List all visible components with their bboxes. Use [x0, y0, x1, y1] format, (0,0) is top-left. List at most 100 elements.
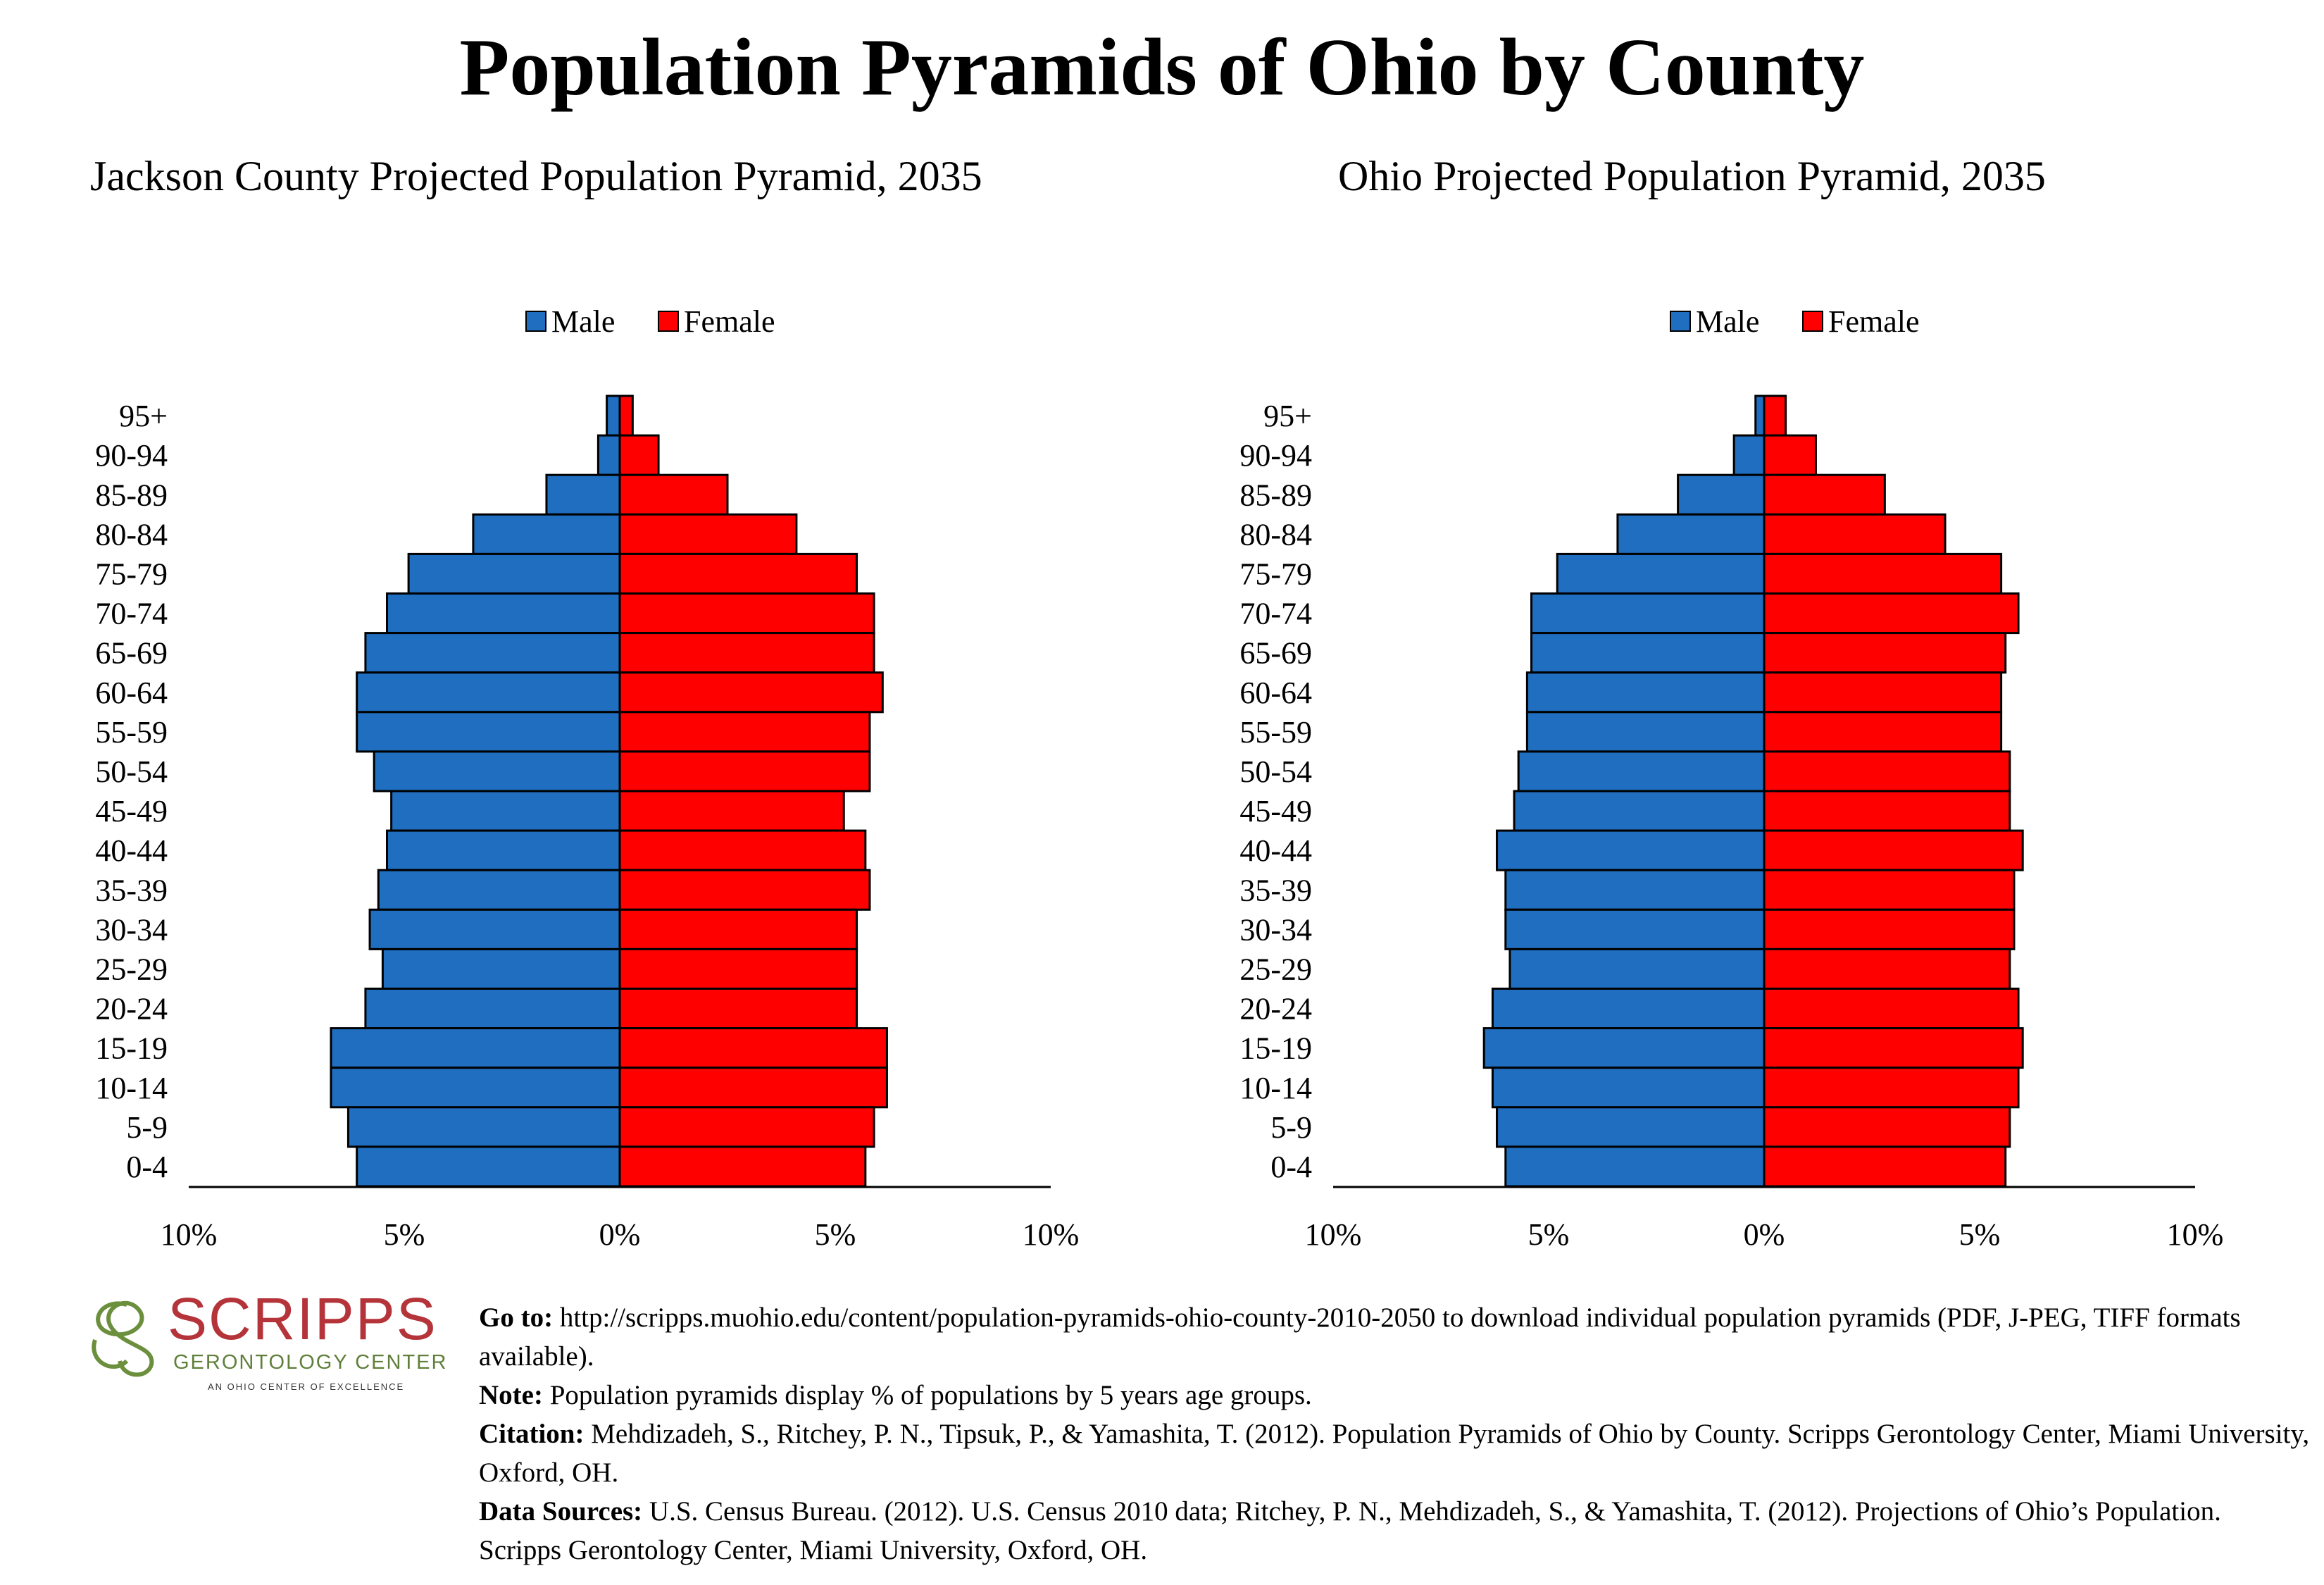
- ohio-bar-female-55-59: [1763, 711, 2003, 753]
- ohio-bar-male-75-79: [1556, 552, 1766, 595]
- ohio-age-label-25-29: 25-29: [1239, 952, 1312, 986]
- jackson-bar-male-30-34: [368, 908, 621, 950]
- citation-label: Citation:: [479, 1419, 585, 1449]
- ohio-bar-male-40-44: [1496, 829, 1766, 871]
- note-text: Population pyramids display % of populat…: [542, 1380, 1312, 1410]
- ohio-age-label-50-54: 50-54: [1239, 754, 1312, 789]
- jackson-bar-female-30-34: [618, 908, 858, 950]
- jackson-bar-male-0-4: [356, 1145, 621, 1188]
- ohio-bar-male-90-94: [1732, 434, 1766, 476]
- jackson-bar-male-80-84: [472, 513, 621, 555]
- jackson-age-label-15-19: 15-19: [95, 1031, 168, 1066]
- ohio-bar-female-5-9: [1763, 1106, 2011, 1148]
- jackson-bar-female-40-44: [618, 829, 867, 871]
- ohio-bar-female-95+: [1763, 394, 1787, 437]
- jackson-legend-female-label: Female: [684, 304, 775, 339]
- ohio-bar-female-80-84: [1763, 513, 1947, 555]
- jackson-bar-male-5-9: [346, 1106, 621, 1148]
- footer-note: Note: Population pyramids display % of p…: [479, 1376, 2310, 1415]
- jackson-age-label-20-24: 20-24: [95, 992, 168, 1026]
- jackson-bar-female-45-49: [618, 790, 845, 832]
- jackson-age-label-35-39: 35-39: [95, 873, 168, 907]
- ohio-legend-female-label: Female: [1828, 304, 1920, 339]
- jackson-x-tick-label-3: 5%: [815, 1217, 856, 1252]
- ohio-age-label-60-64: 60-64: [1239, 676, 1312, 710]
- ohio-bar-male-5-9: [1496, 1106, 1766, 1148]
- footer-sources: Data Sources: U.S. Census Bureau. (2012)…: [479, 1492, 2310, 1570]
- footer-notes: Go to: http://scripps.muohio.edu/content…: [479, 1298, 2310, 1570]
- ohio-bar-female-40-44: [1763, 829, 2024, 871]
- ohio-bar-male-35-39: [1504, 869, 1766, 911]
- ohio-bar-female-0-4: [1763, 1145, 2007, 1188]
- ohio-legend-female-swatch: [1802, 311, 1823, 332]
- jackson-legend-male-label: Male: [551, 304, 615, 339]
- ohio-age-label-95+: 95+: [1263, 399, 1312, 433]
- ohio-bar-female-65-69: [1763, 632, 2007, 674]
- ohio-age-label-65-69: 65-69: [1239, 636, 1312, 671]
- ohio-bar-female-35-39: [1763, 869, 2016, 911]
- ohio-age-label-75-79: 75-79: [1239, 557, 1312, 591]
- ohio-bar-male-10-14: [1491, 1067, 1766, 1109]
- jackson-chart-title: Jackson County Projected Population Pyra…: [90, 153, 982, 199]
- ohio-bar-male-95+: [1754, 394, 1766, 437]
- jackson-bar-female-95+: [618, 394, 634, 437]
- ohio-bar-female-10-14: [1763, 1067, 2020, 1109]
- ohio-age-label-70-74: 70-74: [1239, 597, 1312, 631]
- jackson-bar-male-60-64: [356, 671, 621, 714]
- jackson-bar-female-35-39: [618, 869, 871, 911]
- ohio-age-label-85-89: 85-89: [1239, 478, 1312, 512]
- jackson-age-label-30-34: 30-34: [95, 912, 168, 947]
- ohio-age-label-45-49: 45-49: [1239, 794, 1312, 828]
- goto-text: http://scripps.muohio.edu/content/popula…: [479, 1303, 2241, 1372]
- jackson-age-label-10-14: 10-14: [95, 1071, 168, 1105]
- ohio-x-tick-label-2: 0%: [1744, 1217, 1785, 1252]
- ohio-chart-title: Ohio Projected Population Pyramid, 2035: [1338, 153, 2046, 199]
- ohio-age-label-40-44: 40-44: [1239, 833, 1312, 868]
- ohio-bar-male-80-84: [1616, 513, 1766, 555]
- jackson-age-label-60-64: 60-64: [95, 676, 168, 710]
- jackson-legend-female-swatch: [658, 311, 679, 332]
- ohio-x-tick-label-4: 10%: [2167, 1217, 2224, 1252]
- jackson-bar-male-10-14: [330, 1067, 621, 1109]
- ohio-bar-male-15-19: [1482, 1027, 1766, 1069]
- jackson-age-label-85-89: 85-89: [95, 478, 168, 512]
- goto-label: Go to:: [479, 1303, 554, 1333]
- jackson-bar-male-50-54: [373, 750, 621, 792]
- ohio-bar-male-60-64: [1525, 671, 1766, 714]
- jackson-bar-female-60-64: [618, 671, 884, 714]
- jackson-bar-male-55-59: [356, 711, 621, 753]
- jackson-age-label-25-29: 25-29: [95, 952, 168, 986]
- ohio-bar-male-25-29: [1508, 947, 1766, 990]
- jackson-bar-female-75-79: [618, 552, 858, 595]
- jackson-bar-male-20-24: [364, 988, 621, 1030]
- jackson-bar-male-90-94: [596, 434, 621, 476]
- ohio-bar-female-30-34: [1763, 908, 2016, 950]
- citation-text: Mehdizadeh, S., Ritchey, P. N., Tipsuk, …: [479, 1419, 2310, 1488]
- ohio-bar-female-25-29: [1763, 947, 2011, 990]
- page-title: Population Pyramids of Ohio by County: [459, 23, 1865, 113]
- ohio-bar-female-85-89: [1763, 473, 1886, 516]
- jackson-bar-female-20-24: [618, 988, 858, 1030]
- jackson-x-tick-label-4: 10%: [1023, 1217, 1080, 1252]
- jackson-bar-female-85-89: [618, 473, 729, 516]
- jackson-age-label-65-69: 65-69: [95, 636, 168, 671]
- footer-citation: Citation: Mehdizadeh, S., Ritchey, P. N.…: [479, 1415, 2310, 1492]
- jackson-bar-male-75-79: [407, 552, 621, 595]
- ohio-bar-female-75-79: [1763, 552, 2003, 595]
- ohio-bar-female-50-54: [1763, 750, 2011, 792]
- ohio-bar-male-30-34: [1504, 908, 1766, 950]
- ohio-age-label-55-59: 55-59: [1239, 715, 1312, 750]
- jackson-age-label-95+: 95+: [119, 399, 168, 433]
- ohio-bar-male-70-74: [1530, 592, 1766, 635]
- ohio-x-tick-label-0: 10%: [1305, 1217, 1362, 1252]
- ohio-legend-male-swatch: [1670, 311, 1691, 332]
- ohio-bar-male-0-4: [1504, 1145, 1766, 1188]
- jackson-bar-female-0-4: [618, 1145, 867, 1188]
- ohio-bar-male-85-89: [1677, 473, 1766, 516]
- pyramid-charts: Jackson County Projected Population Pyra…: [90, 153, 2224, 1252]
- jackson-bar-male-35-39: [377, 869, 621, 911]
- ohio-age-label-20-24: 20-24: [1239, 992, 1312, 1026]
- ohio-bar-female-15-19: [1763, 1027, 2024, 1069]
- ohio-bar-female-20-24: [1763, 988, 2020, 1030]
- jackson-age-label-50-54: 50-54: [95, 754, 168, 789]
